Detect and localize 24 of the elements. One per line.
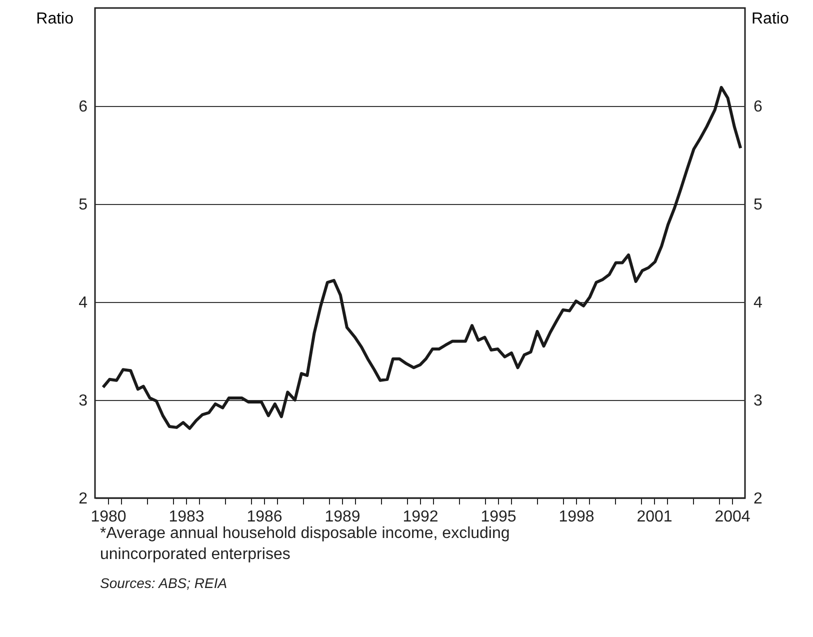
y2-tick-label: 4 (754, 294, 762, 312)
y2-tick-label: 3 (754, 392, 762, 410)
source-note: Sources: ABS; REIA (100, 574, 228, 592)
x-tick-label: 2004 (714, 508, 750, 526)
x-tick-label: 1989 (324, 508, 360, 526)
y2-axis-title: Ratio (752, 10, 789, 28)
x-tick-label: 1998 (558, 508, 594, 526)
x-tick-label: 1983 (168, 508, 204, 526)
y-axis-title: Ratio (36, 10, 74, 28)
y2-tick-label: 5 (754, 196, 762, 214)
text: *Average annual household disposable income, excluding unincorporated enterprises (100, 524, 511, 565)
y-tick-label: 3 (78, 392, 88, 410)
x-tick-label: 1995 (480, 508, 516, 526)
y-tick-label: 5 (78, 196, 88, 214)
x-tick-label: 2001 (636, 508, 672, 526)
x-tick-label: 1986 (246, 508, 282, 526)
y2-tick-label: 6 (754, 98, 762, 116)
line-series (102, 86, 742, 430)
y-tick-label: 6 (78, 98, 88, 116)
x-tick-label: 1980 (90, 508, 126, 526)
y2-tick-label: 2 (754, 490, 762, 508)
y-tick-label: 4 (78, 294, 88, 312)
y-tick-label: 2 (78, 490, 88, 508)
x-tick-label: 1992 (402, 508, 438, 526)
